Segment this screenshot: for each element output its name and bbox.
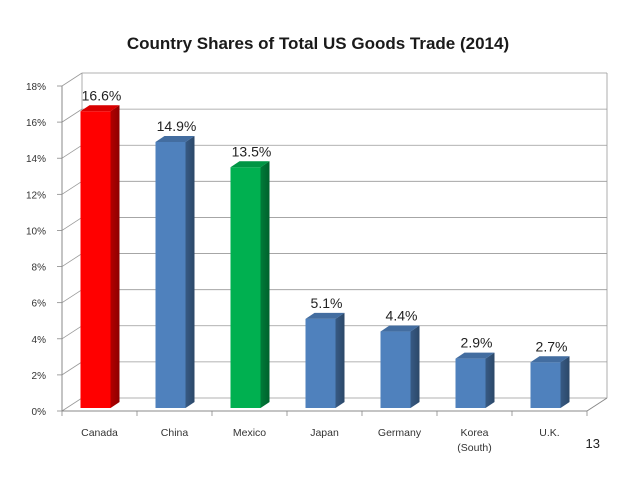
x-tick-label: U.K. (539, 427, 559, 439)
y-tick-label: 18% (26, 82, 46, 93)
bar-top-shade (380, 325, 420, 332)
bar (80, 105, 120, 409)
y-tick-label: 8% (32, 263, 47, 274)
bar-front (230, 167, 261, 408)
gridline (61, 108, 607, 123)
bar-front (305, 318, 336, 408)
bar-front (80, 111, 111, 409)
page-number: 13 (585, 436, 600, 451)
data-labels: 16.6% 14.9% 13.5% 5.1% 4.4% 2.9% 2.7% (82, 87, 568, 354)
bar-front (155, 141, 186, 408)
data-label: 2.9% (461, 335, 493, 351)
y-tick-label: 0% (32, 407, 47, 418)
y-tick-label: 10% (26, 226, 46, 237)
x-tick-label: China (161, 427, 189, 439)
bar-top (230, 161, 270, 168)
y-tick-label: 6% (32, 299, 47, 310)
bar-side-shade (560, 356, 570, 408)
bar-top (380, 325, 420, 332)
x-tick-label: Japan (310, 427, 339, 439)
x-tick-label: Korea (South) (457, 427, 491, 454)
bar (455, 352, 495, 408)
bar-front (455, 358, 486, 408)
bar-top-shade (530, 356, 570, 363)
bar-side-shade (485, 352, 495, 408)
bar-side-shade (260, 161, 270, 408)
bar-top (530, 356, 570, 363)
x-tick-label: Mexico (233, 427, 266, 439)
y-axis-tick-labels: 0% 2% 4% 6% 8% 10% 12% 14% 16% 18% (26, 82, 46, 418)
bars (80, 105, 570, 409)
x-axis-tick-labels: Canada China Mexico Japan Germany Korea (South… (81, 427, 560, 454)
data-label: 16.6% (82, 87, 122, 103)
bar-top (80, 105, 120, 112)
bar-top (455, 352, 495, 359)
data-label: 2.7% (536, 338, 568, 354)
gridline (61, 180, 607, 195)
y-tick-label: 12% (26, 190, 46, 201)
bar-side-shade (185, 135, 195, 408)
data-label: 13.5% (232, 143, 272, 159)
gridline (61, 253, 607, 267)
bar (155, 135, 195, 408)
gridline (61, 72, 607, 87)
bar-top (305, 312, 345, 319)
floor-right-edge (586, 397, 608, 412)
bar-front (530, 362, 561, 408)
bar (230, 161, 270, 408)
bar-top-shade (230, 161, 270, 168)
bar-top (155, 135, 195, 142)
gridline (61, 217, 607, 231)
bar (530, 356, 570, 408)
bar (305, 312, 345, 408)
gridline (61, 144, 607, 159)
y-tick-label: 4% (32, 335, 47, 346)
bar (380, 325, 420, 408)
bar-side-shade (110, 105, 120, 409)
x-tick-label: Canada (81, 427, 118, 439)
y-tick-label: 2% (32, 371, 47, 382)
data-label: 5.1% (311, 295, 343, 311)
bar-side-shade (335, 312, 345, 408)
x-tick-label: Germany (378, 427, 422, 439)
y-tick-label: 16% (26, 118, 46, 129)
data-label: 14.9% (157, 118, 197, 134)
bar-side-shade (410, 325, 420, 408)
bar-front (380, 331, 411, 408)
bar-top-shade (80, 105, 120, 112)
chart-title: Country Shares of Total US Goods Trade (… (127, 34, 509, 53)
bar-top-shade (155, 135, 195, 142)
bar-top-shade (305, 312, 345, 319)
y-tick-label: 14% (26, 154, 46, 165)
data-label: 4.4% (386, 308, 418, 324)
bar-top-shade (455, 352, 495, 359)
